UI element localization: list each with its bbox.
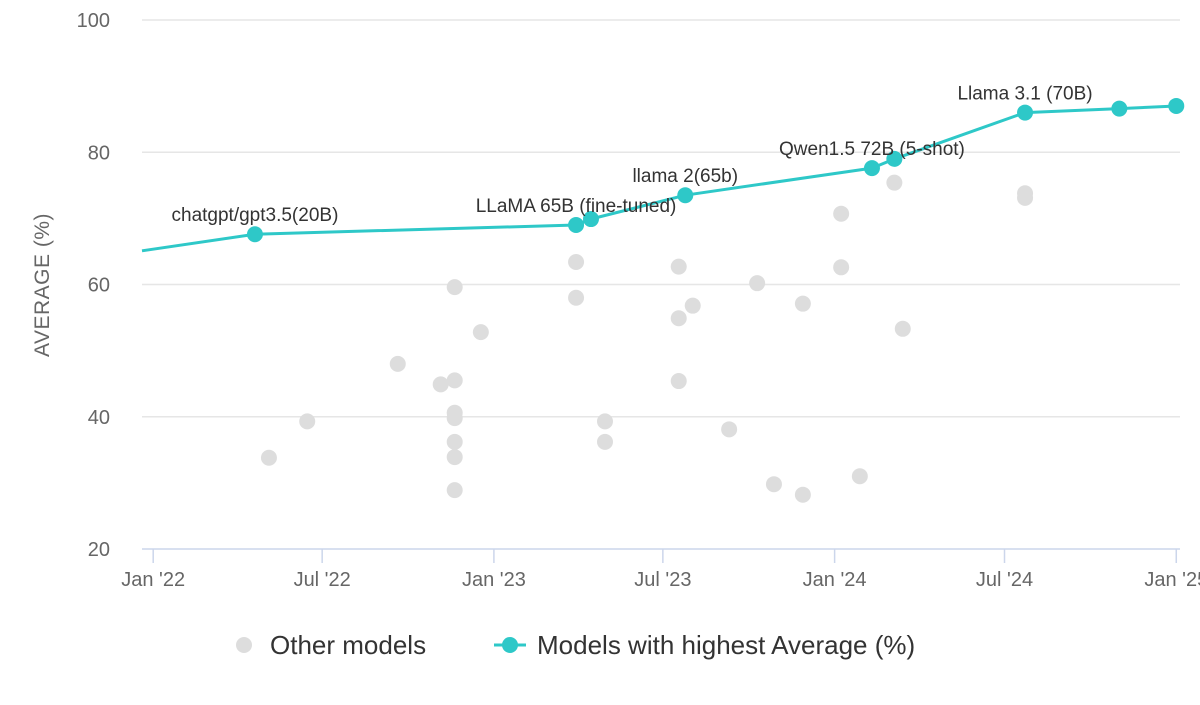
- other-model-point[interactable]: [389, 355, 406, 372]
- other-model-point[interactable]: [432, 376, 449, 393]
- model-annotation-label: LLaMA 65B (fine-tuned): [476, 196, 677, 217]
- other-model-point[interactable]: [794, 486, 811, 503]
- x-tick-label: Jan '25: [1144, 569, 1200, 591]
- other-model-point[interactable]: [446, 372, 463, 389]
- y-tick-label: 40: [88, 407, 110, 429]
- other-model-point[interactable]: [749, 275, 766, 292]
- highest-average-point[interactable]: [886, 150, 903, 167]
- other-models-series: [260, 174, 1034, 503]
- highest-average-point[interactable]: [863, 160, 880, 177]
- x-tick-label: Jan '22: [121, 569, 185, 591]
- other-model-point[interactable]: [794, 295, 811, 312]
- other-model-point[interactable]: [833, 205, 850, 222]
- highest-average-point[interactable]: [1017, 104, 1034, 121]
- highest-average-line: [141, 104, 1177, 253]
- x-tick-label: Jul '23: [634, 569, 691, 591]
- grid-lines: [142, 19, 1180, 418]
- annotations: chatgpt/gpt3.5(20B) LLaMA 65B (fine-tuned…: [172, 84, 1093, 227]
- other-model-point[interactable]: [721, 421, 738, 438]
- model-annotation-label: Llama 3.1 (70B): [957, 84, 1092, 105]
- legend-highest-average-label[interactable]: Models with highest Average (%): [537, 630, 915, 660]
- other-model-point[interactable]: [670, 373, 687, 390]
- other-model-point[interactable]: [670, 310, 687, 327]
- other-model-point[interactable]: [568, 254, 585, 271]
- model-annotation-label: chatgpt/gpt3.5(20B): [172, 205, 339, 226]
- highest-average-point[interactable]: [582, 211, 599, 228]
- other-model-point[interactable]: [260, 449, 277, 466]
- legend-other-models-marker: [236, 637, 252, 653]
- x-tick-label: Jul '24: [976, 569, 1033, 591]
- y-axis-title: AVERAGE (%): [31, 213, 54, 357]
- other-model-point[interactable]: [446, 410, 463, 427]
- other-model-point[interactable]: [446, 449, 463, 466]
- other-model-point[interactable]: [596, 413, 613, 430]
- other-model-point[interactable]: [446, 279, 463, 296]
- highest-average-series: [141, 97, 1185, 253]
- other-model-point[interactable]: [886, 174, 903, 191]
- y-tick-label: 20: [88, 539, 110, 561]
- highest-average-point[interactable]: [677, 187, 694, 204]
- other-model-point[interactable]: [833, 259, 850, 276]
- highest-average-point[interactable]: [246, 226, 263, 243]
- other-model-point[interactable]: [894, 320, 911, 337]
- legend-other-models-label[interactable]: Other models: [270, 630, 426, 660]
- other-model-point[interactable]: [684, 297, 701, 314]
- other-model-point[interactable]: [596, 433, 613, 450]
- x-tick-label: Jul '22: [294, 569, 351, 591]
- other-model-point[interactable]: [851, 468, 868, 485]
- legend: Other models Models with highest Average…: [236, 630, 915, 660]
- other-model-point[interactable]: [446, 482, 463, 499]
- x-tick-label: Jan '23: [462, 569, 526, 591]
- legend-highest-average-marker: [502, 637, 518, 653]
- axes: 20 40 60 80 100 Jan '22 Jul '22 Jan '23 Jul '23 J…: [77, 10, 1200, 591]
- other-model-point[interactable]: [670, 258, 687, 275]
- y-tick-label: 80: [88, 142, 110, 164]
- model-annotation-label: Qwen1.5 72B (5-shot): [779, 139, 965, 160]
- other-model-point[interactable]: [765, 476, 782, 493]
- other-model-point[interactable]: [568, 289, 585, 306]
- other-model-point[interactable]: [446, 433, 463, 450]
- other-model-point[interactable]: [472, 324, 489, 341]
- x-tick-label: Jan '24: [803, 569, 867, 591]
- highest-average-point[interactable]: [1111, 100, 1128, 117]
- y-tick-label: 100: [77, 10, 110, 32]
- other-model-point[interactable]: [1017, 189, 1034, 206]
- highest-average-point[interactable]: [1168, 97, 1185, 114]
- model-annotation-label: llama 2(65b): [632, 166, 738, 187]
- y-tick-label: 60: [88, 275, 110, 297]
- highest-average-point[interactable]: [568, 216, 585, 233]
- other-model-point[interactable]: [299, 413, 316, 430]
